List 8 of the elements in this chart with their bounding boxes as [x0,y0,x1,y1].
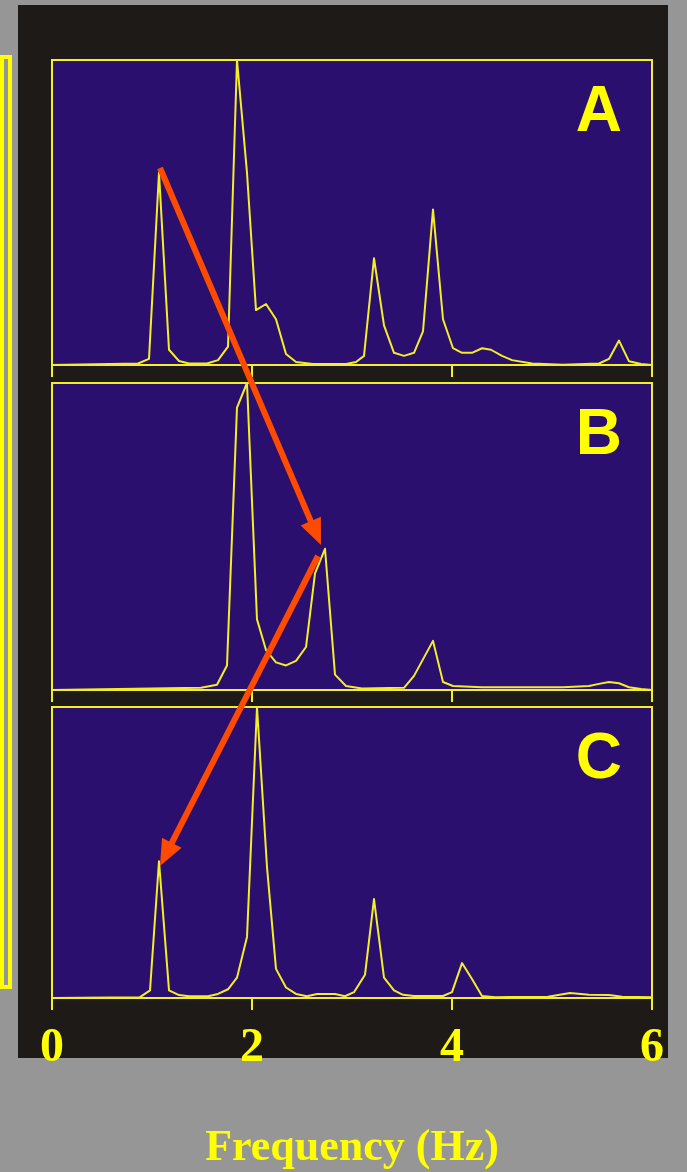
x-tick-label: 2 [240,1017,264,1071]
x-tick-label: 0 [40,1017,64,1071]
chart-title: A [575,73,622,145]
x-tick-label: 6 [640,1017,664,1071]
x-tick-label: 4 [440,1017,464,1071]
chart-title: B [575,396,622,468]
chart-title: C [575,720,622,792]
x-axis-title: Frequency (Hz) [205,1120,499,1170]
